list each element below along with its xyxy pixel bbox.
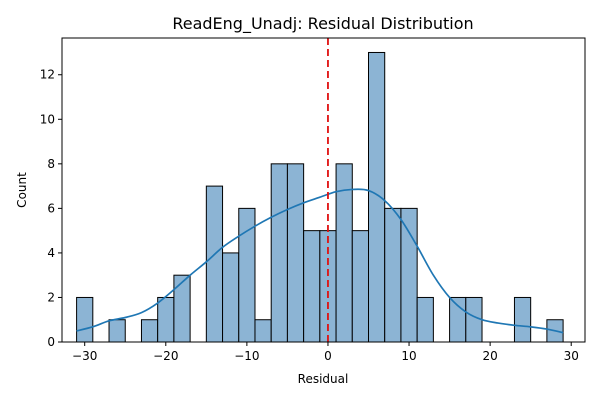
y-axis-label: Count: [15, 172, 29, 208]
x-tick-label: −10: [234, 349, 259, 363]
y-tick-label: 8: [47, 157, 55, 171]
x-tick-label: 30: [564, 349, 579, 363]
histogram-bar: [449, 296, 467, 343]
y-tick-label: 2: [47, 290, 55, 304]
y-tick-label: 10: [40, 112, 55, 126]
histogram-bar: [416, 296, 434, 343]
x-tick-label: −30: [72, 349, 97, 363]
histogram-bar: [173, 274, 191, 343]
histogram-bar: [157, 296, 175, 343]
x-tick-label: 20: [482, 349, 497, 363]
histogram-bar: [254, 319, 272, 343]
histogram-bar: [205, 185, 224, 343]
histogram-bar: [303, 230, 321, 343]
kde-curve-group: [76, 188, 564, 334]
y-tick-label: 0: [47, 335, 55, 349]
y-tick-label: 4: [47, 246, 55, 260]
histogram-bar: [108, 319, 126, 343]
histogram-bar: [76, 296, 94, 343]
kde-curve: [76, 188, 564, 334]
histogram-bar: [222, 252, 240, 343]
y-axis-ticks: 0 2 4 6 8 10 12: [40, 68, 62, 349]
histogram-bar: [270, 163, 288, 343]
histogram-bar: [140, 319, 159, 343]
histogram-bar: [286, 163, 305, 343]
histogram-bar: [400, 207, 418, 343]
histogram-bar: [368, 51, 386, 343]
x-tick-label: 10: [401, 349, 416, 363]
y-tick-label: 12: [40, 68, 55, 82]
y-tick-label: 6: [47, 201, 55, 215]
histogram-bar: [384, 207, 402, 343]
x-tick-label: 0: [324, 349, 332, 363]
plot-frame: [61, 37, 586, 343]
histogram-bar: [351, 230, 370, 343]
histogram-bar: [513, 296, 532, 343]
x-tick-label: −20: [153, 349, 178, 363]
x-axis-label: Residual: [298, 372, 349, 386]
chart-title: ReadEng_Unadj: Residual Distribution: [172, 14, 473, 34]
x-axis-ticks: −30 −20 −10 0 10 20 30: [72, 342, 579, 363]
